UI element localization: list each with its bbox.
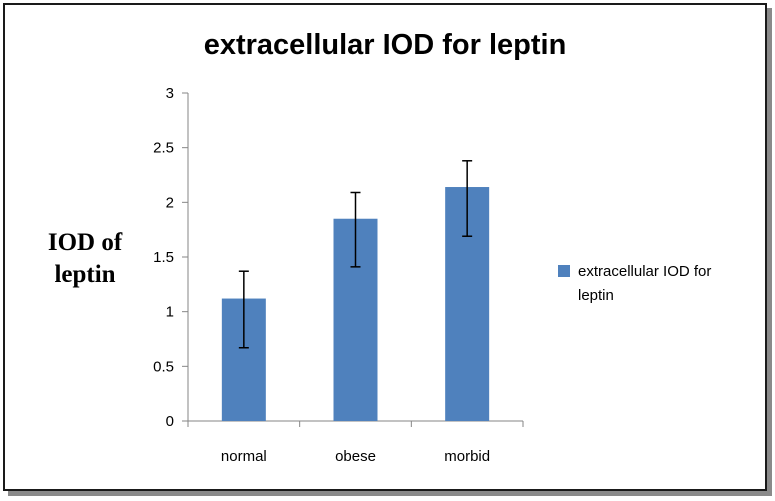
y-tick-label: 0: [166, 413, 174, 430]
chart-title: extracellular IOD for leptin: [203, 29, 567, 61]
y-tick-label: 2: [166, 194, 174, 211]
y-axis-label-line-2: leptin: [54, 261, 116, 288]
x-tick-label: normal: [221, 448, 267, 465]
y-tick-label: 3: [166, 85, 174, 102]
y-axis-label: IOD of leptin: [25, 227, 145, 291]
y-axis-label-line-1: IOD of: [47, 229, 123, 256]
plot-area: 0 0.5 1 1.5 2 2.5 3 normal obese morbid: [153, 85, 524, 465]
legend-label: extracellular IOD for leptin: [578, 263, 712, 304]
legend-swatch: [558, 265, 570, 277]
x-tick-label: morbid: [444, 448, 490, 465]
y-tick-label: 1.5: [153, 249, 174, 266]
x-tick-label: obese: [335, 448, 376, 465]
chart-frame: extracellular IOD for leptin IOD of lept…: [3, 3, 767, 491]
y-tick-label: 1: [166, 304, 174, 321]
y-tick-label: 0.5: [153, 358, 174, 375]
y-tick-label: 2.5: [153, 140, 174, 157]
